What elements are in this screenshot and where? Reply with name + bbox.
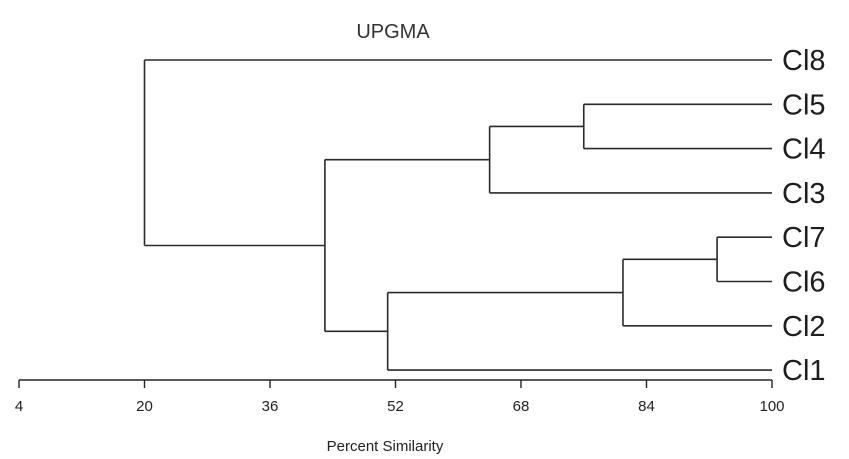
- chart-title: UPGMA: [356, 21, 430, 43]
- x-tick-label-84: 84: [638, 398, 655, 415]
- leaf-label-cl3: Cl3: [782, 178, 826, 210]
- x-tick-label-52: 52: [387, 398, 404, 415]
- leaf-label-cl7: Cl7: [782, 222, 826, 254]
- x-tick-label-36: 36: [262, 398, 279, 415]
- leaf-labels: Cl8 Cl5 Cl4 Cl3 Cl7 Cl6 Cl2 Cl1: [782, 45, 826, 387]
- leaf-label-cl4: Cl4: [782, 134, 826, 166]
- leaf-label-cl5: Cl5: [782, 89, 826, 121]
- x-tick-label-4: 4: [15, 398, 23, 415]
- x-tick-label-20: 20: [136, 398, 153, 415]
- leaf-label-cl1: Cl1: [782, 355, 826, 387]
- x-axis: 4 20 36 52 68 84 100: [15, 379, 785, 415]
- leaf-label-cl2: Cl2: [782, 311, 826, 343]
- leaf-label-cl6: Cl6: [782, 267, 826, 299]
- dendrogram-branches: [143, 59, 772, 371]
- x-axis-ticks: 4 20 36 52 68 84 100: [15, 380, 785, 415]
- x-axis-title: Percent Similarity: [327, 438, 444, 455]
- x-tick-label-68: 68: [513, 398, 530, 415]
- leaf-label-cl8: Cl8: [782, 45, 826, 77]
- x-tick-label-100: 100: [759, 398, 784, 415]
